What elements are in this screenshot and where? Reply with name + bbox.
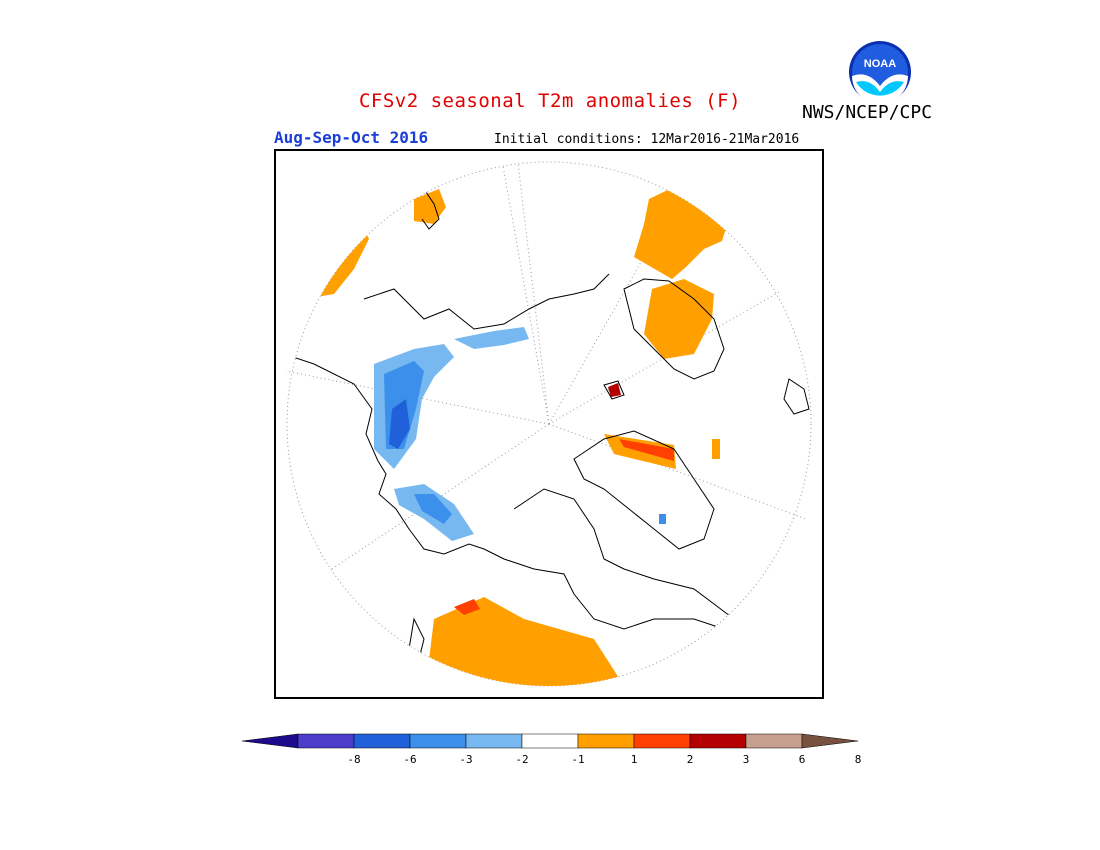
colorbar-label: 8 <box>855 753 862 766</box>
colorbar-label: 3 <box>743 753 750 766</box>
anomaly-region-east-siberia-core <box>389 399 410 449</box>
colorbar-arrow-high <box>801 733 859 749</box>
coastline-kamchatka <box>421 188 440 230</box>
initial-conditions-label: Initial conditions: 12Mar2016-21Mar2016 <box>494 132 800 147</box>
map-title: CFSv2 seasonal T2m anomalies (F) <box>358 90 742 112</box>
colorbar-label: -8 <box>347 753 360 766</box>
season-label: Aug-Sep-Oct 2016 <box>274 128 429 147</box>
anomaly-region-mongolia-colder <box>414 494 452 524</box>
colorbar-swatch <box>633 733 691 749</box>
colorbar-swatch <box>297 733 355 749</box>
polar-map <box>274 149 824 699</box>
logo-text: NOAA <box>864 58 896 70</box>
colorbar-label: 2 <box>687 753 694 766</box>
colorbar-label: -6 <box>403 753 416 766</box>
coastline-arctic-siberia <box>363 273 610 330</box>
anomaly-region-chukotka-cold <box>454 327 529 349</box>
coastline-greenland <box>623 278 725 380</box>
colorbar-label: -2 <box>515 753 528 766</box>
map-frame <box>274 149 824 699</box>
colorbar-labels: -8 -6 -3 -2 -1 1 2 3 6 8 <box>347 753 861 766</box>
coastline-asia-pacific <box>287 353 795 640</box>
coastline-uk <box>783 378 810 415</box>
colorbar: -8 -6 -3 -2 -1 1 2 3 6 8 <box>241 733 861 766</box>
agency-label: NWS/NCEP/CPC <box>802 102 933 123</box>
colorbar-swatch <box>465 733 523 749</box>
colorbar-swatch <box>745 733 803 749</box>
anomaly-region-central-asia-strong <box>454 599 480 615</box>
anomaly-region-scandinavia-cold <box>659 514 666 524</box>
coastline-svalbard <box>603 380 625 400</box>
colorbar-swatch <box>409 733 467 749</box>
anomaly-region-central-asia <box>424 597 626 686</box>
colorbar-swatch <box>521 733 579 749</box>
colorbar-swatch <box>577 733 635 749</box>
coastline-europe <box>573 430 715 550</box>
colorbar-label: 6 <box>799 753 806 766</box>
anomaly-region-europe-spot <box>712 439 720 459</box>
colorbar-swatch <box>689 733 747 749</box>
anomaly-region-north-atlantic <box>644 279 714 359</box>
anomaly-region-scandinavia-strong <box>619 439 674 461</box>
colorbar-label: -1 <box>571 753 584 766</box>
colorbar-swatch <box>353 733 411 749</box>
coastlines <box>287 188 810 660</box>
colorbar-label: 1 <box>631 753 638 766</box>
colorbar-arrow-low <box>241 733 299 749</box>
coastline-north-america <box>513 488 775 650</box>
colorbar-swatches <box>241 733 859 749</box>
anomaly-region-svalbard-dark <box>608 383 621 397</box>
colorbar-label: -3 <box>459 753 472 766</box>
noaa-logo: NOAA <box>849 41 911 104</box>
